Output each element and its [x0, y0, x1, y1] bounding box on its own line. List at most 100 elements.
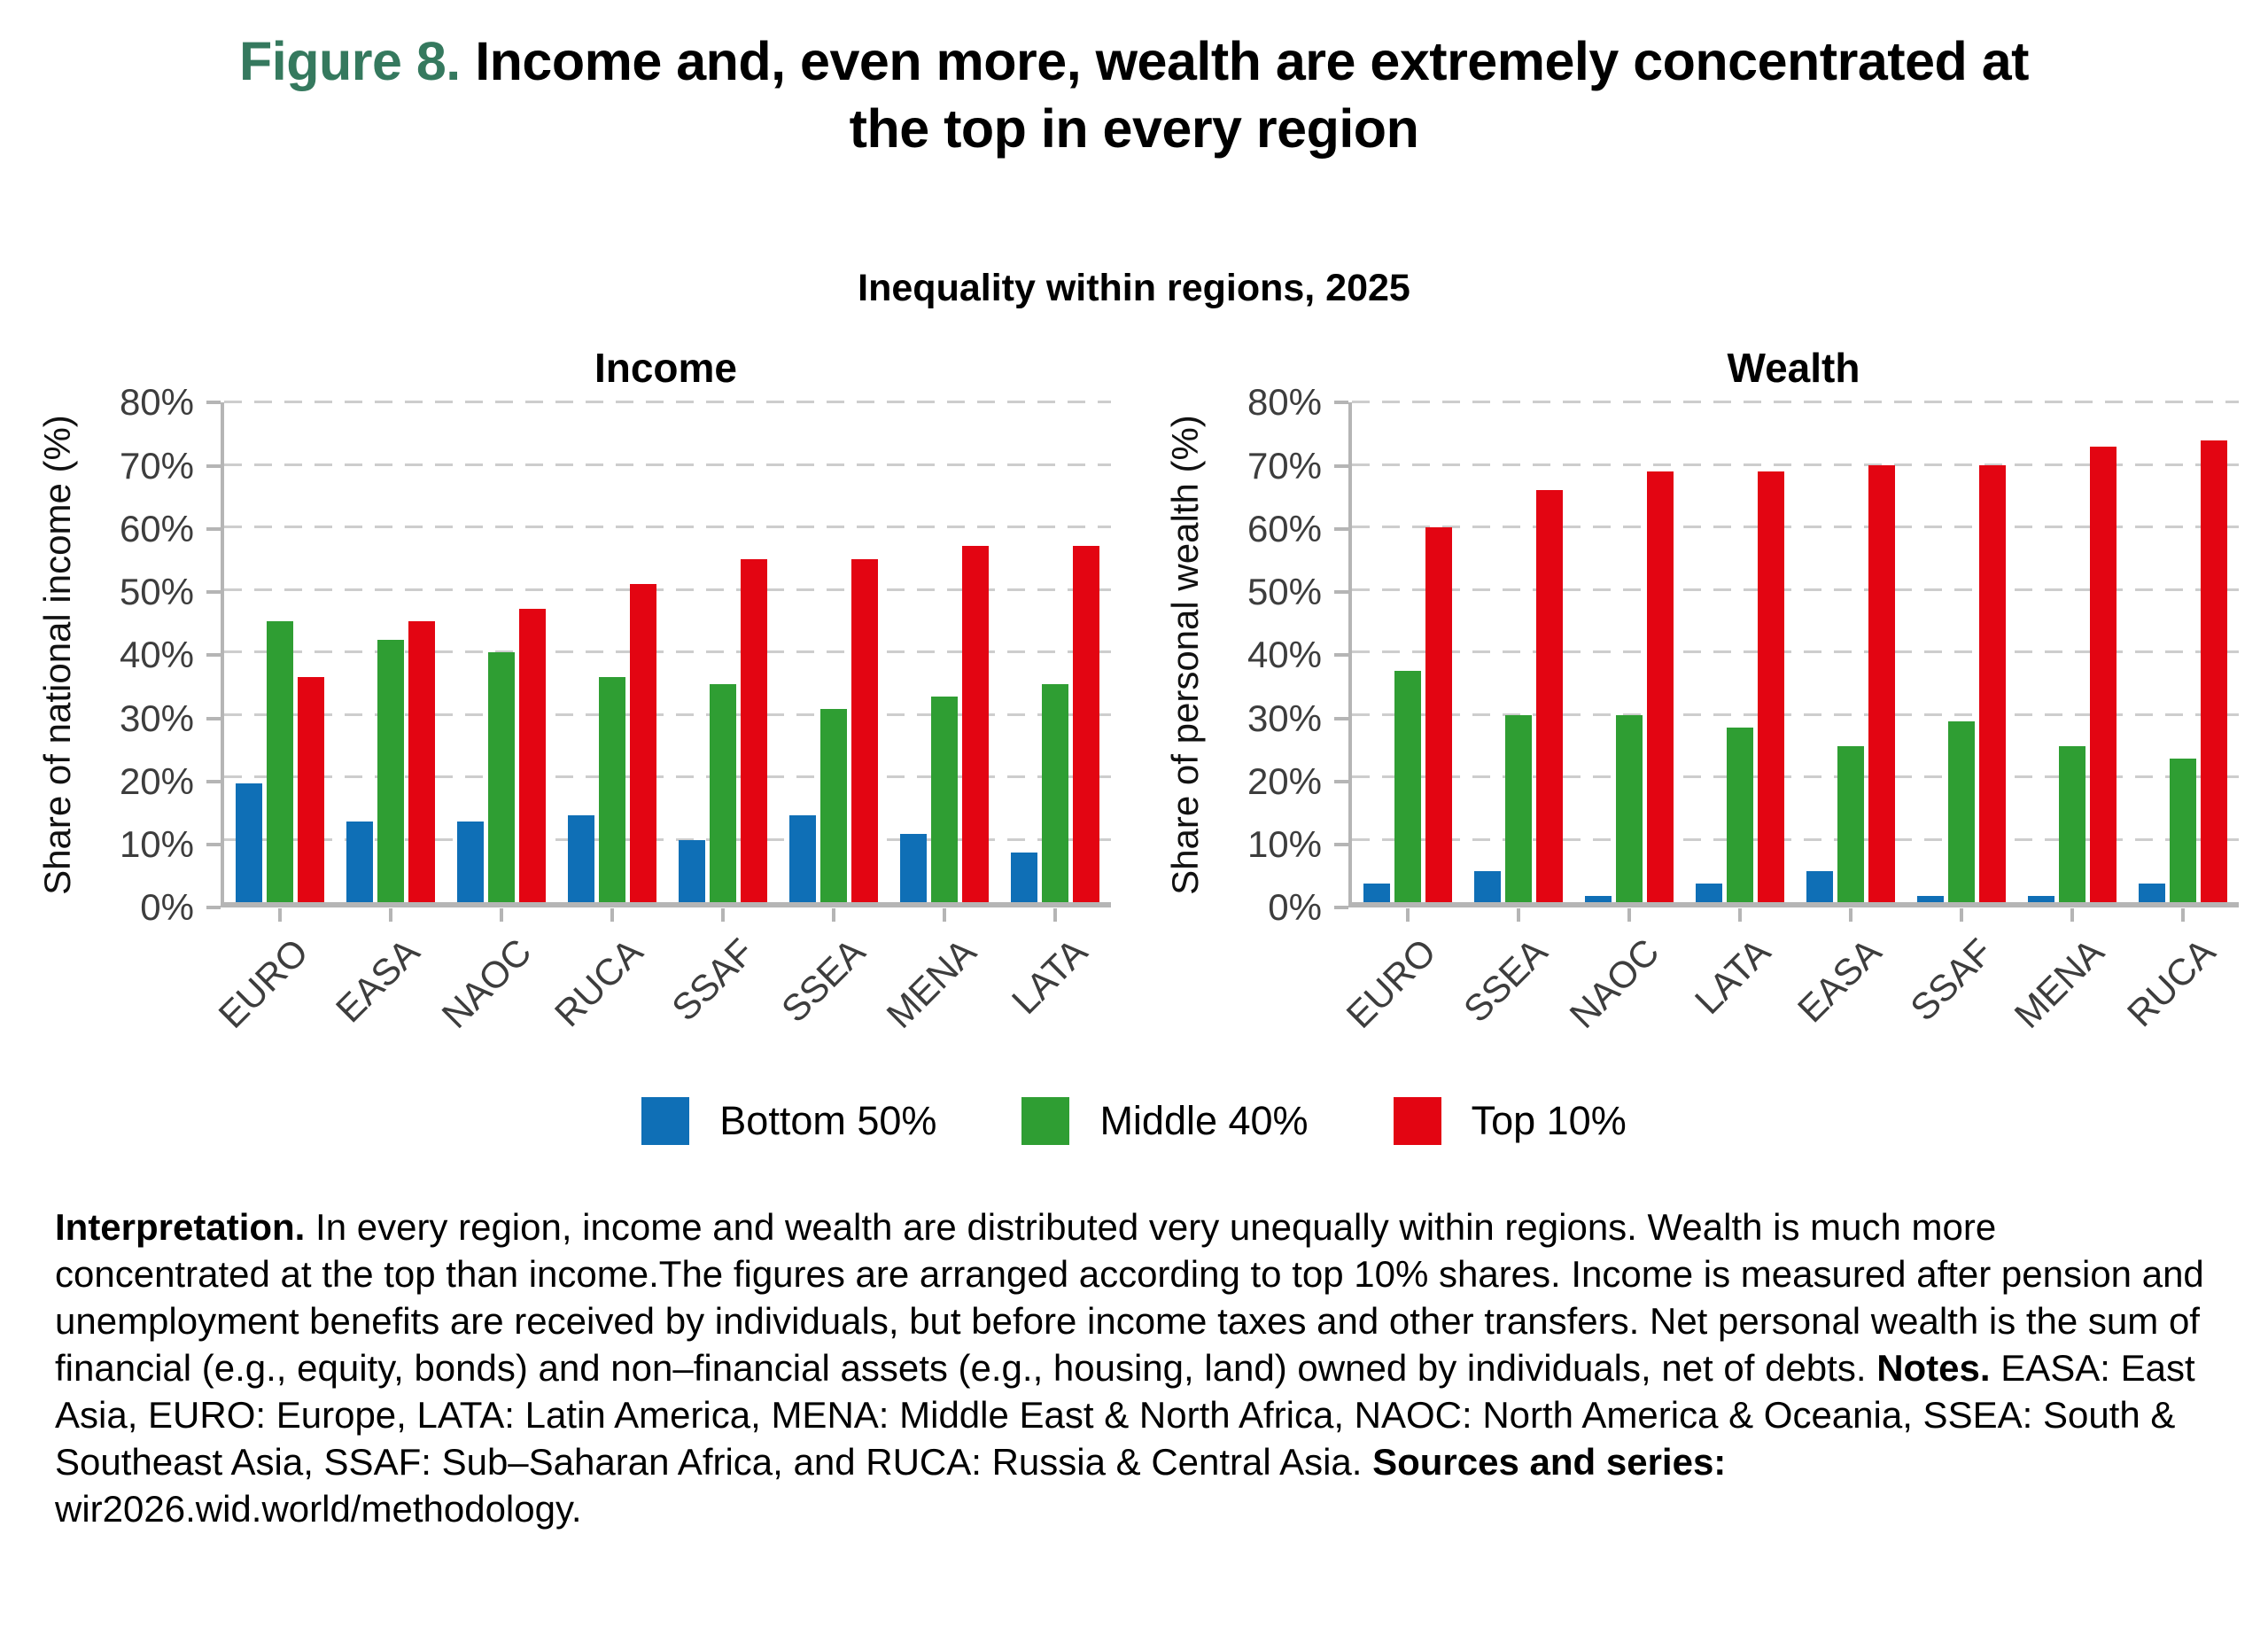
y-tick-mark	[206, 463, 221, 468]
bar-middle-40-ssaf	[1948, 720, 1976, 903]
bar-group-lata	[1684, 402, 1795, 923]
bar-middle-40-easa	[377, 640, 404, 903]
x-axis-label-easa: EASA	[1790, 931, 1890, 1031]
legend-item-bottom-50: Bottom 50%	[641, 1097, 937, 1146]
y-tick-mark	[206, 906, 221, 910]
bar-group-euro	[1352, 402, 1463, 923]
bar-top-10-lata	[1073, 546, 1100, 903]
x-tick-mark	[721, 908, 726, 923]
y-tick-mark	[1334, 653, 1348, 658]
gridline	[224, 837, 1111, 841]
x-axis-label-naoc: NAOC	[433, 931, 540, 1037]
y-axis-ticks: 0% 10% 20% 30% 40% 50% 60% 70% 80%	[1214, 381, 1348, 928]
bar-group-ruca	[556, 402, 667, 923]
x-tick-mark	[277, 908, 282, 923]
bar-group-ssaf	[668, 402, 779, 923]
x-tick-mark	[388, 908, 392, 923]
interpretation-text: In every region, income and wealth are d…	[55, 1206, 2204, 1390]
bar-middle-40-naoc	[1615, 714, 1643, 903]
gridline	[1352, 401, 2239, 404]
x-tick-mark	[1405, 908, 1410, 923]
y-tick-label: 40%	[119, 634, 194, 676]
bar-bottom-50-easa	[346, 821, 373, 903]
x-axis-label-ssea: SSEA	[773, 931, 874, 1031]
legend-swatch-middle-40	[1021, 1097, 1070, 1146]
gridline	[1352, 650, 2239, 654]
x-axis-label-ruca: RUCA	[2119, 931, 2224, 1035]
plot-area	[221, 401, 1111, 923]
x-axis-label-lata: LATA	[1686, 931, 1778, 1023]
interpretation-label: Interpretation.	[55, 1206, 306, 1249]
y-tick-label: 80%	[1247, 381, 1322, 424]
y-tick-label: 50%	[1247, 571, 1322, 612]
y-axis-title-wealth: Share of personal wealth (%)	[1164, 415, 1206, 896]
bar-top-10-ruca	[629, 583, 656, 903]
x-axis-labels: EURO EASA NAOC RUCA SSAF SSEA MENA LATA	[211, 907, 1111, 1067]
x-axis-label-naoc: NAOC	[1561, 931, 1667, 1037]
y-tick-label: 10%	[1247, 823, 1322, 865]
x-tick-mark	[1849, 908, 1853, 923]
y-tick-mark	[206, 590, 221, 594]
y-tick-label: 70%	[119, 444, 194, 487]
gridline	[1352, 837, 2239, 841]
x-axis-label-ruca: RUCA	[546, 931, 650, 1035]
y-tick-label: 0%	[1268, 886, 1322, 929]
income-panel: Income Share of national income (%) 0% 10…	[29, 344, 1111, 1067]
bar-top-10-easa	[1868, 464, 1896, 903]
gridline	[224, 588, 1111, 591]
y-tick-label: 70%	[1247, 444, 1322, 487]
x-tick-mark	[499, 908, 503, 923]
y-tick-mark	[1334, 590, 1348, 594]
gridline	[224, 526, 1111, 529]
bar-top-10-euro	[1425, 527, 1452, 903]
bar-bottom-50-naoc	[1584, 896, 1612, 903]
bar-group-ssea	[1463, 402, 1573, 923]
wealth-y-axis: Share of personal wealth (%)	[1157, 402, 1214, 907]
bar-top-10-naoc	[518, 608, 546, 903]
bar-top-10-easa	[408, 621, 435, 903]
panel-title-income: Income	[594, 345, 738, 392]
bar-middle-40-euro	[266, 621, 293, 903]
wealth-panel: Wealth Share of personal wealth (%) 0% 10…	[1157, 344, 2239, 1067]
bar-group-naoc	[1573, 402, 1684, 923]
legend-item-top-10: Top 10%	[1393, 1097, 1627, 1146]
bar-bottom-50-ssea	[789, 814, 817, 903]
x-tick-mark	[1627, 908, 1631, 923]
x-axis-label-ssaf: SSAF	[663, 931, 762, 1030]
bars-layer	[224, 402, 1111, 923]
gridline	[1352, 775, 2239, 779]
bar-bottom-50-easa	[1806, 871, 1834, 903]
bar-middle-40-easa	[1837, 746, 1865, 903]
legend-label-bottom-50: Bottom 50%	[719, 1098, 937, 1144]
bar-middle-40-mena	[2059, 746, 2086, 903]
bar-top-10-ssea	[851, 558, 879, 903]
bar-bottom-50-ruca	[2139, 884, 2166, 903]
bar-bottom-50-mena	[900, 833, 928, 903]
y-tick-mark	[206, 843, 221, 846]
bar-group-ssaf	[1907, 402, 2017, 923]
bar-group-lata	[1000, 402, 1111, 923]
bar-group-euro	[224, 402, 335, 923]
bar-bottom-50-euro	[235, 783, 262, 903]
bar-bottom-50-ssaf	[679, 839, 706, 903]
legend-swatch-top-10	[1393, 1097, 1441, 1146]
y-tick-mark	[1334, 843, 1348, 846]
sources-text: wir2026.wid.world/methodology.	[55, 1488, 582, 1530]
caption: Interpretation. In every region, income …	[55, 1203, 2215, 1532]
plot-area	[1348, 401, 2239, 923]
bar-bottom-50-ruca	[567, 814, 594, 903]
x-axis-label-easa: EASA	[328, 931, 428, 1031]
bar-bottom-50-ssea	[1473, 871, 1501, 903]
bar-middle-40-ssea	[820, 708, 848, 903]
bar-top-10-ruca	[2201, 440, 2228, 903]
x-tick-mark	[1737, 908, 1742, 923]
bar-top-10-ssea	[1535, 489, 1563, 903]
bar-top-10-mena	[962, 546, 990, 903]
bar-middle-40-ssaf	[710, 683, 737, 903]
chart-subtitle: Inequality within regions, 2025	[858, 267, 1410, 310]
bar-group-mena	[2017, 402, 2128, 923]
bar-top-10-naoc	[1646, 471, 1674, 903]
figure-title-line2: the top in every region	[849, 97, 1419, 159]
bar-top-10-lata	[1757, 471, 1784, 903]
y-tick-label: 20%	[1247, 759, 1322, 802]
